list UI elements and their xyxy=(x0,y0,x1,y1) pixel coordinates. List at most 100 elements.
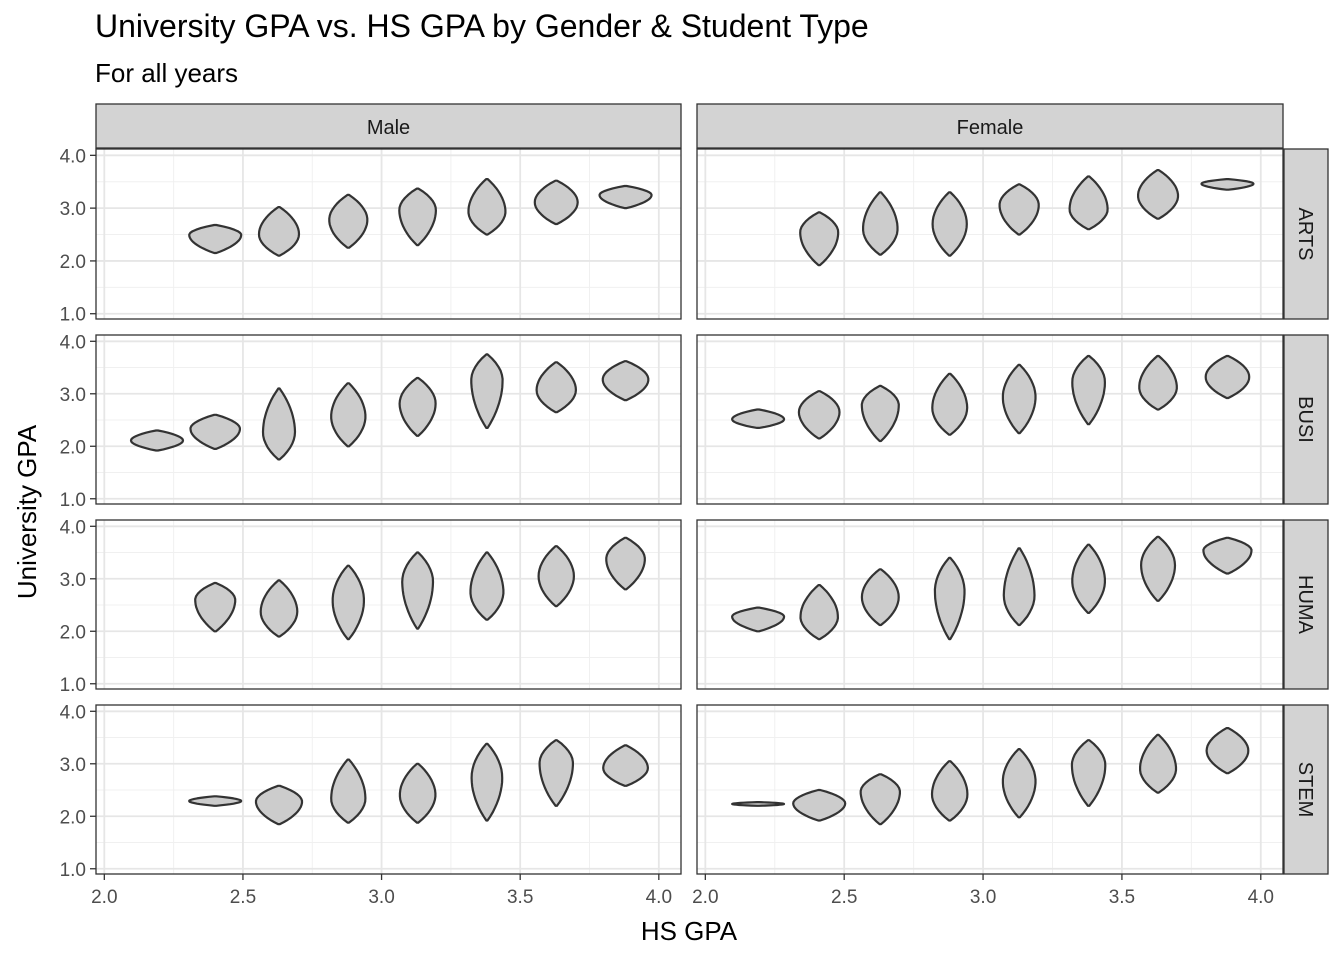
y-tick-label: 4.0 xyxy=(60,517,86,538)
y-tick-label: 3.0 xyxy=(60,385,86,406)
facet-strip-label: ARTS xyxy=(1294,208,1316,261)
facet-strip-row xyxy=(1283,148,1329,320)
facet-strip-column xyxy=(696,103,1284,149)
x-tick-label: 2.5 xyxy=(831,887,857,908)
violin-mark xyxy=(1138,354,1178,411)
y-tick-label: 4.0 xyxy=(60,332,86,353)
violin-mark xyxy=(257,206,301,257)
violin-mark xyxy=(1202,536,1253,575)
violin-mark xyxy=(194,581,237,633)
violin-mark xyxy=(1071,543,1106,614)
violin-mark xyxy=(398,762,437,824)
panel-border xyxy=(696,704,1284,875)
panel-background xyxy=(697,705,1283,874)
violin-mark xyxy=(535,361,577,414)
violin-mark xyxy=(598,184,653,210)
violin-mark xyxy=(259,579,299,638)
x-tick-label: 2.0 xyxy=(91,887,117,908)
facet-strip-label: Female xyxy=(957,117,1024,139)
violin-mark xyxy=(254,784,304,826)
violin-mark xyxy=(998,183,1040,236)
y-tick-label: 3.0 xyxy=(60,570,86,591)
y-tick-label: 2.0 xyxy=(60,437,86,458)
panel-background xyxy=(697,149,1283,319)
violin-mark xyxy=(731,606,786,633)
y-tick-label: 1.0 xyxy=(60,490,86,511)
facet-strip-label: STEM xyxy=(1294,762,1316,818)
facet-strip-row xyxy=(1283,519,1329,690)
violin-mark xyxy=(731,408,786,429)
violin-mark xyxy=(1070,739,1107,807)
violin-mark xyxy=(330,758,367,824)
panel-background xyxy=(96,149,681,319)
violin-mark xyxy=(189,413,241,450)
violin-mark xyxy=(860,384,900,443)
y-tick-label: 3.0 xyxy=(60,755,86,776)
facet-strip-row xyxy=(1283,334,1329,505)
violin-mark xyxy=(1068,175,1109,231)
violin-mark xyxy=(331,564,365,641)
x-tick-label: 4.0 xyxy=(1248,887,1274,908)
violin-mark xyxy=(1139,733,1178,794)
x-tick-label: 3.5 xyxy=(507,887,533,908)
violin-mark xyxy=(1137,169,1180,220)
panel-border xyxy=(696,519,1284,690)
violin-mark xyxy=(731,801,786,807)
facet-strip-label: BUSI xyxy=(1294,396,1316,443)
panel-border xyxy=(95,704,682,875)
violin-mark xyxy=(469,551,505,621)
facet-strip-label: HUMA xyxy=(1294,575,1316,635)
violin-mark xyxy=(1200,178,1255,191)
violin-mark xyxy=(931,191,968,257)
facet-strip-row xyxy=(1283,704,1329,875)
violin-mark xyxy=(1204,354,1251,400)
violin-mark xyxy=(931,372,969,436)
panel-border xyxy=(95,334,682,505)
panel-border xyxy=(696,148,1284,320)
panel-border xyxy=(95,519,682,690)
y-tick-label: 1.0 xyxy=(60,675,86,696)
violin-mark xyxy=(470,742,504,822)
violin-mark xyxy=(605,536,646,591)
y-tick-label: 2.0 xyxy=(60,807,86,828)
y-tick-label: 1.0 xyxy=(60,305,86,326)
violin-mark xyxy=(601,360,650,402)
violin-mark xyxy=(792,788,847,822)
violin-mark xyxy=(188,795,243,807)
violin-mark xyxy=(330,382,367,448)
x-tick-label: 3.5 xyxy=(1109,887,1135,908)
violin-mark xyxy=(1140,535,1177,602)
violin-mark xyxy=(930,760,969,822)
y-tick-label: 3.0 xyxy=(60,199,86,220)
panel-border xyxy=(95,148,682,320)
violin-mark xyxy=(797,390,841,440)
panel-background xyxy=(697,520,1283,689)
violin-mark xyxy=(537,545,575,608)
violin-mark xyxy=(1205,727,1250,775)
violin-mark xyxy=(188,223,243,255)
facet-strip-label: Male xyxy=(367,117,410,139)
x-tick-label: 2.5 xyxy=(230,887,256,908)
panel-border xyxy=(696,334,1284,505)
violin-mark xyxy=(1071,354,1106,426)
y-tick-label: 4.0 xyxy=(60,702,86,723)
chart-subtitle: For all years xyxy=(95,58,239,88)
violin-mark xyxy=(1001,363,1037,435)
x-tick-label: 3.0 xyxy=(368,887,394,908)
violin-mark xyxy=(860,568,900,627)
panel-background xyxy=(96,705,681,874)
violin-mark xyxy=(859,773,901,826)
y-tick-label: 2.0 xyxy=(60,252,86,273)
x-axis-title: HS GPA xyxy=(641,916,738,946)
panel-background xyxy=(96,335,681,504)
violin-mark xyxy=(538,739,574,807)
violin-mark xyxy=(401,551,435,630)
violin-mark xyxy=(467,178,507,236)
violin-mark xyxy=(261,387,297,461)
facet-strip-column xyxy=(95,103,682,149)
panel-background xyxy=(697,335,1283,504)
chart-title: University GPA vs. HS GPA by Gender & St… xyxy=(95,8,869,44)
violin-mark xyxy=(799,211,840,267)
violin-mark xyxy=(398,376,437,437)
y-tick-label: 1.0 xyxy=(60,860,86,881)
